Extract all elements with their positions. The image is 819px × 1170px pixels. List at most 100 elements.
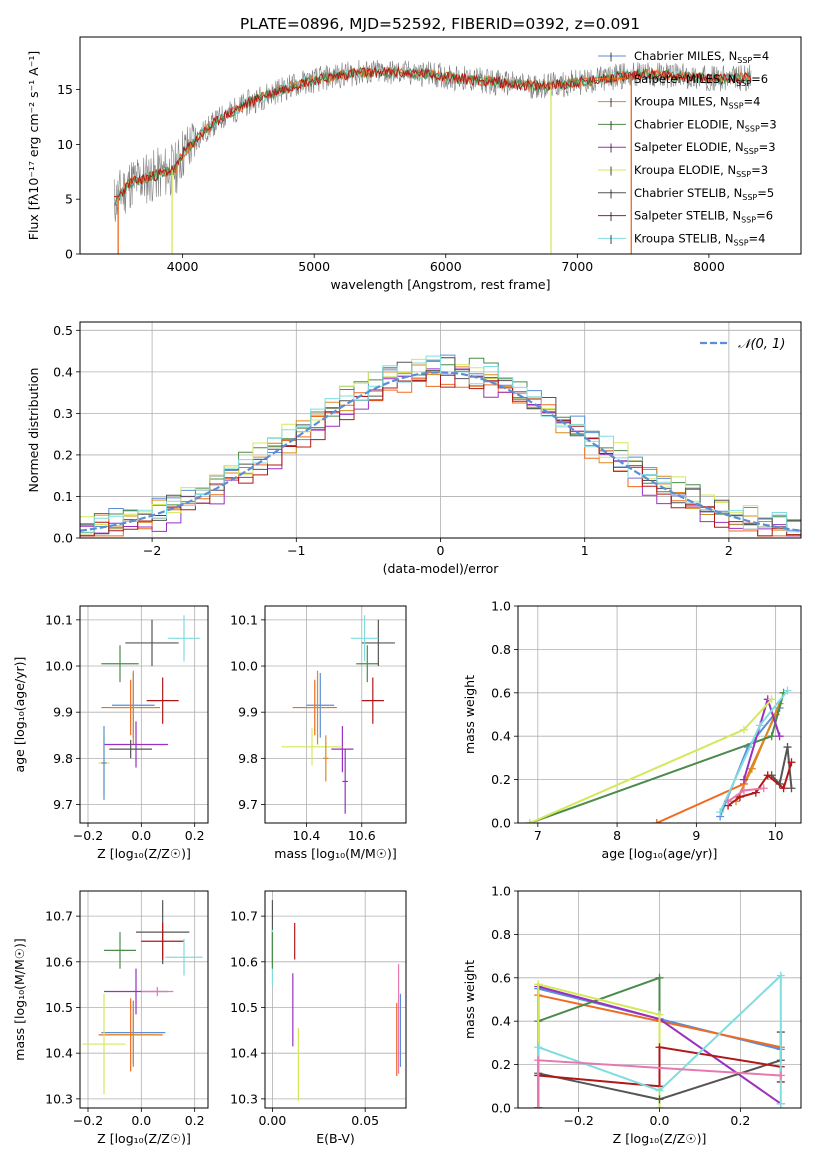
axes-frame <box>79 890 209 1109</box>
series-marker <box>739 775 748 784</box>
panel-residual_hist: −2 −1 0 1 2 0.0 0.1 0.2 0.3 0.4 0.5 (data-model)/er… <box>26 321 802 576</box>
y-axis-label: Flux [fλ10⁻¹⁷ erg cm⁻² s⁻¹ A⁻¹] <box>26 51 41 240</box>
panel-mass_vs_EBV: 0.00 0.05 10.3 10.4 10.5 10.6 10.7 E(B-V) <box>230 890 407 1146</box>
y-tick-label: 9.7 <box>238 797 258 812</box>
y-tick-label: 15 <box>57 82 73 97</box>
legend-entry: Salpeter ELODIE, NSSP=3 <box>634 140 776 156</box>
y-tick-label: 0.0 <box>491 816 511 831</box>
data-point <box>350 615 379 662</box>
y-axis-label: mass [log₁₀(M/M☉)] <box>12 938 27 1060</box>
data-point <box>361 677 384 724</box>
y-tick-label: 10.4 <box>45 1046 73 1061</box>
hist-legend: 𝒩(0, 1) <box>700 337 785 352</box>
x-tick-label: 0.05 <box>351 1113 379 1128</box>
data-point <box>165 938 203 976</box>
y-tick-label: 0.6 <box>491 685 511 700</box>
x-tick-label: 5000 <box>298 259 330 274</box>
x-tick-label: −0.2 <box>73 828 103 843</box>
data-point <box>323 735 329 782</box>
legend-entry: Kroupa ELODIE, NSSP=3 <box>634 163 768 179</box>
y-tick-label: 0.2 <box>53 447 73 462</box>
data-point <box>168 615 200 662</box>
series-marker <box>534 1043 543 1052</box>
series-marker <box>724 797 733 806</box>
model-spectrum-salpeter_stelib <box>114 65 752 198</box>
panel-mass_vs_Z: −0.2 0.0 0.2 10.3 10.4 10.5 10.6 10.7 Z [log₁₀(Z… <box>12 890 209 1146</box>
series-line-chabrier_elodie <box>537 976 661 1108</box>
x-tick-label: 4000 <box>167 259 199 274</box>
y-tick-label: 10.1 <box>45 612 73 627</box>
x-tick-label: 0.0 <box>131 828 151 843</box>
y-tick-label: 0.0 <box>491 1101 511 1116</box>
legend-entry: Kroupa STELIB, NSSP=4 <box>634 231 765 247</box>
data-point <box>104 721 168 768</box>
legend-entry: Salpeter STELIB, NSSP=6 <box>634 209 773 225</box>
spectrum-legend: | Chabrier MILES, NSSP=4 | Salpeter MILES, … <box>598 49 777 247</box>
axes-frame <box>264 605 407 824</box>
x-tick-label: 0.2 <box>185 828 205 843</box>
x-tick-label: 9 <box>692 828 700 843</box>
legend-marker: | <box>609 121 612 131</box>
axes-frame <box>517 605 802 824</box>
y-tick-label: 0.6 <box>491 970 511 985</box>
series-marker <box>787 784 796 793</box>
normal-curve <box>80 371 801 532</box>
legend-entry: Chabrier MILES, NSSP=4 <box>634 49 769 65</box>
y-tick-label: 10 <box>57 137 73 152</box>
series-marker <box>779 784 788 793</box>
series-marker <box>775 732 784 741</box>
data-point <box>82 993 126 1095</box>
y-tick-label: 0.8 <box>491 927 511 942</box>
x-tick-label: 6000 <box>430 259 462 274</box>
data-point <box>125 619 179 667</box>
y-tick-label: 1.0 <box>491 884 511 899</box>
y-tick-label: 9.9 <box>238 705 258 720</box>
x-axis-label: mass [log₁₀(M/M☉)] <box>274 846 396 861</box>
series-marker <box>655 1086 664 1095</box>
plot-area <box>82 900 203 1095</box>
y-tick-label: 0.4 <box>491 729 511 744</box>
series-marker <box>776 1071 785 1080</box>
x-tick-label: 0 <box>437 543 445 558</box>
x-tick-label: −0.2 <box>563 1113 593 1128</box>
series-marker <box>716 808 725 817</box>
data-point <box>109 1002 158 1067</box>
series-marker <box>525 819 534 823</box>
series-marker <box>739 786 748 795</box>
y-axis-label: mass weight <box>462 960 477 1039</box>
y-tick-label: 10.3 <box>45 1091 73 1106</box>
panel-massweight_vs_age: 7 8 9 10 0.0 0.2 0.4 0.6 0.8 1.0 age [log₁₀(age/yr… <box>462 599 802 861</box>
y-tick-label: 9.7 <box>53 797 73 812</box>
series-marker <box>534 1104 543 1108</box>
x-tick-label: 1 <box>581 543 589 558</box>
series-marker <box>763 771 772 780</box>
legend-marker: | <box>609 98 612 108</box>
legend-entry: Kroupa MILES, NSSP=4 <box>634 95 760 111</box>
y-tick-label: 9.8 <box>238 751 258 766</box>
series-marker <box>759 784 768 793</box>
y-tick-label: 10.6 <box>45 954 73 969</box>
x-tick-label: 10.6 <box>348 828 376 843</box>
y-tick-label: 10.5 <box>230 1000 258 1015</box>
data-point <box>141 922 184 960</box>
y-tick-label: 0.8 <box>491 642 511 657</box>
legend-marker: | <box>609 235 612 245</box>
plot-area <box>534 971 785 1108</box>
y-tick-label: 9.9 <box>53 705 73 720</box>
y-tick-label: 10.0 <box>230 659 258 674</box>
axes-frame <box>264 890 407 1109</box>
x-axis-label: Z [log₁₀(Z/Z☉)] <box>97 846 191 861</box>
x-tick-label: 8 <box>613 828 621 843</box>
series-marker <box>739 725 748 734</box>
series-marker <box>776 1099 785 1108</box>
y-tick-label: 0.2 <box>491 1057 511 1072</box>
plot-area <box>98 615 200 800</box>
legend-entry: Chabrier ELODIE, NSSP=3 <box>634 117 777 133</box>
data-point <box>331 726 354 773</box>
data-point <box>101 726 107 800</box>
y-tick-label: 10.1 <box>230 612 258 627</box>
x-tick-label: 8000 <box>693 259 725 274</box>
panel-age_vs_mass: 10.4 10.6 9.7 9.8 9.9 10.0 10.1 mass [log₁₀(M/M… <box>230 605 407 861</box>
x-tick-label: 0.2 <box>730 1113 750 1128</box>
